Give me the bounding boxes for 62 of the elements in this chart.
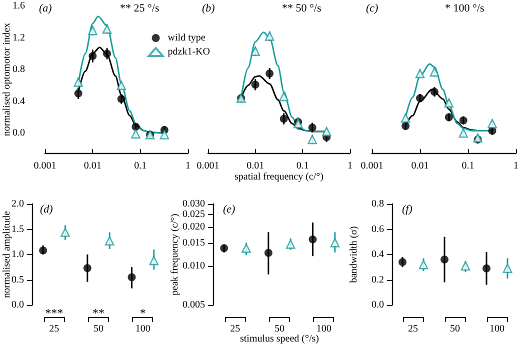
chart-subtitle: ** 50 °/s — [282, 2, 322, 14]
chart-subtitle: * 100 °/s — [445, 2, 484, 14]
x-tick-label: 50 — [94, 324, 104, 334]
x-tick-label: 25 — [230, 324, 240, 334]
y-tick-label: 0.010 — [182, 260, 205, 272]
y-tick-label: 1.5 — [12, 224, 24, 235]
chart-title: (e) — [223, 204, 236, 216]
y-axis-title: normalised optomotor index — [2, 22, 12, 136]
x-tick-label: 0.01 — [84, 160, 102, 172]
x-tick-label: 0.1 — [462, 160, 474, 172]
y-tick-label: 0.2 — [372, 274, 384, 286]
text: * — [140, 306, 146, 320]
x-tick-label: 0.001 — [196, 160, 220, 172]
x-tick-label: 1 — [186, 160, 190, 172]
chart-title: (d) — [40, 204, 54, 216]
y-tick-label: 0.8 — [372, 198, 384, 210]
x-tick-label: 1 — [514, 160, 518, 172]
y-tick-label: 0.5 — [12, 274, 24, 286]
y-tick-label: 0.020 — [182, 221, 205, 232]
x-tick-label: 0.1 — [134, 160, 147, 172]
y-tick-label: 0.4 — [12, 96, 25, 107]
y-tick-label: 0.015 — [182, 238, 205, 249]
y-tick-label: 0.0 — [372, 300, 384, 310]
legend-label: wild type — [168, 32, 206, 44]
y-axis-title: peak frequency (c/°) — [170, 214, 180, 296]
y-tick-label: 2.0 — [12, 198, 24, 210]
y-axis-title: normalised amplitude — [2, 210, 12, 298]
y-axis-title: bandwidth (σ) — [348, 226, 360, 283]
x-tick-label: 0.01 — [246, 160, 264, 172]
x-tick-label: 100 — [316, 324, 332, 334]
x-tick-label: 0.1 — [296, 160, 309, 172]
x-tick-label: 1 — [348, 160, 352, 172]
chart-subtitle: ** 25 °/s — [120, 2, 160, 14]
y-tick-label: 0.0 — [12, 300, 24, 310]
y-tick-label: 0.025 — [182, 208, 205, 220]
chart-title: (f) — [402, 204, 413, 216]
x-tick-label: 0.001 — [360, 160, 384, 172]
legend-label: pdzk1-KO — [168, 46, 210, 58]
y-tick-label: 1.6 — [12, 0, 25, 12]
x-tick-label: 0.001 — [34, 160, 56, 172]
y-tick-label: 0.030 — [182, 198, 205, 210]
x-axis-title: spatial frequency (c/°) — [234, 172, 324, 182]
x-tick-label: 100 — [490, 324, 504, 334]
text: ** — [92, 306, 104, 320]
x-tick-label: 100 — [135, 324, 150, 334]
x-tick-label: 50 — [450, 324, 460, 334]
text: *** — [45, 306, 64, 320]
x-tick-label: 0.01 — [411, 160, 429, 172]
chart-title: (a) — [39, 2, 52, 14]
x-tick-label: 50 — [274, 324, 284, 334]
y-tick-label: 0.6 — [372, 224, 384, 235]
y-tick-label: 0.005 — [182, 300, 205, 310]
chart-title: (c) — [366, 2, 379, 14]
y-tick-label: 0.4 — [372, 249, 384, 260]
chart-title: (b) — [202, 2, 216, 14]
y-tick-label: 0.0 — [12, 128, 25, 139]
y-tick-label: 1.0 — [12, 249, 24, 260]
x-tick-label: 25 — [408, 324, 418, 334]
y-tick-label: 0.8 — [12, 64, 25, 76]
x-tick-label: 25 — [49, 324, 60, 334]
x-axis-title: stimulus speed (°/s) — [240, 334, 319, 344]
y-tick-label: 1.2 — [12, 32, 25, 44]
